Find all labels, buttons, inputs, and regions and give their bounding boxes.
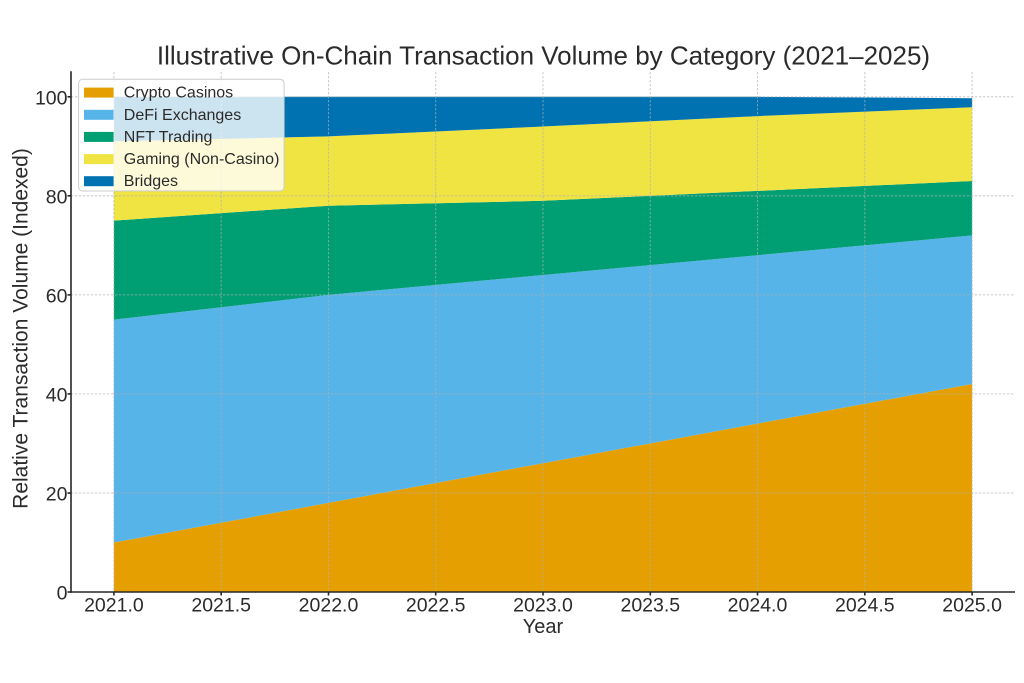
svg-text:2024.0: 2024.0 [728, 594, 788, 616]
svg-text:2022.5: 2022.5 [406, 594, 466, 616]
svg-text:NFT Trading: NFT Trading [124, 129, 213, 146]
svg-text:2021.5: 2021.5 [191, 594, 251, 616]
svg-text:0: 0 [57, 583, 68, 605]
svg-text:2025.0: 2025.0 [942, 594, 1002, 616]
svg-text:Illustrative On-Chain Transact: Illustrative On-Chain Transaction Volume… [157, 41, 930, 71]
svg-text:Crypto Casinos: Crypto Casinos [124, 85, 233, 102]
svg-text:2023.5: 2023.5 [620, 594, 680, 616]
svg-text:Gaming (Non-Casino): Gaming (Non-Casino) [124, 151, 280, 168]
svg-text:60: 60 [46, 286, 68, 308]
svg-text:Relative Transaction Volume (I: Relative Transaction Volume (Indexed) [10, 148, 33, 509]
svg-text:20: 20 [46, 484, 68, 506]
svg-text:Year: Year [523, 616, 564, 638]
svg-text:2024.5: 2024.5 [835, 594, 895, 616]
svg-text:2022.0: 2022.0 [299, 594, 359, 616]
svg-text:2023.0: 2023.0 [513, 594, 573, 616]
svg-text:100: 100 [35, 87, 68, 109]
svg-text:80: 80 [46, 186, 68, 208]
svg-text:40: 40 [46, 385, 68, 407]
svg-text:Bridges: Bridges [124, 173, 178, 190]
svg-text:DeFi Exchanges: DeFi Exchanges [124, 107, 241, 124]
svg-text:2021.0: 2021.0 [84, 594, 144, 616]
